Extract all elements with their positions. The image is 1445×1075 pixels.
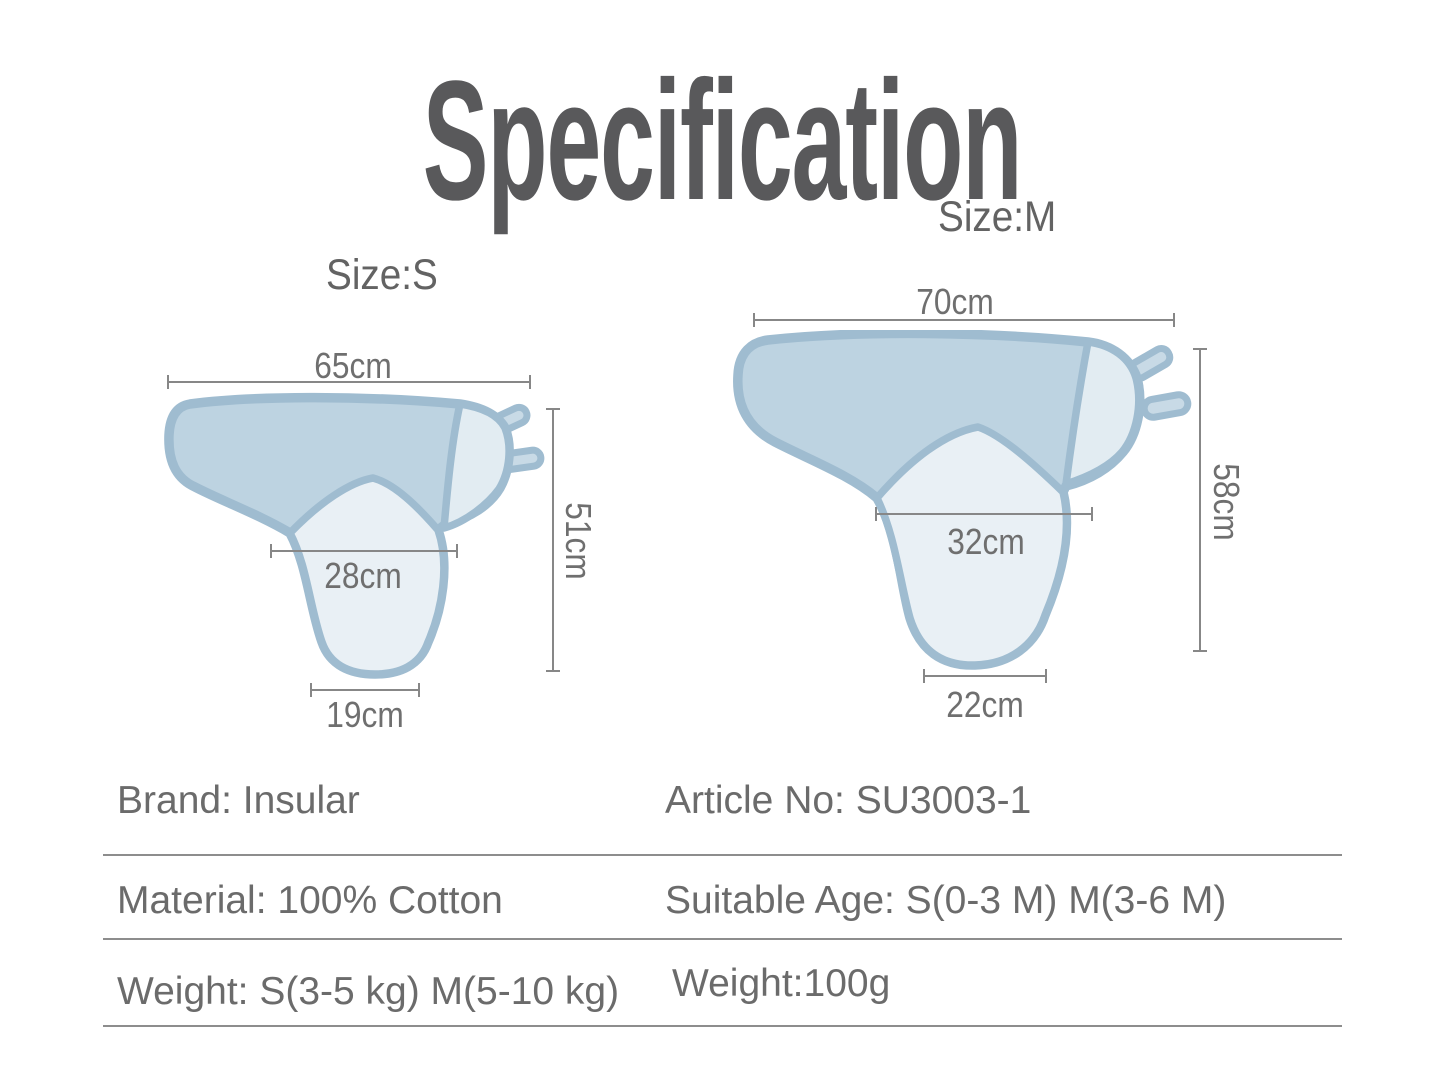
size-s-height-value: 51cm (558, 502, 599, 580)
spec-brand: Brand: Insular (117, 779, 360, 822)
size-s-swaddle-illustration (164, 392, 545, 679)
tick (753, 313, 755, 327)
size-s-hip-value: 28cm (324, 555, 402, 596)
spec-article-no: Article No: SU3003-1 (665, 779, 1032, 822)
tick (1173, 313, 1175, 327)
tick (923, 669, 925, 683)
tick (529, 375, 531, 389)
divider (103, 854, 1342, 856)
spec-weight-range: Weight: S(3-5 kg) M(5-10 kg) (117, 970, 620, 1013)
size-m-bottom-value: 22cm (946, 684, 1024, 725)
tick (1193, 348, 1207, 350)
size-s-bottom-value: 19cm (326, 694, 404, 735)
spec-suitable-age: Suitable Age: S(0-3 M) M(3-6 M) (665, 879, 1227, 922)
size-m-label: Size:M (938, 193, 1057, 241)
page-title-text: Specification (423, 46, 1023, 236)
divider (103, 938, 1342, 940)
size-s-hip-line (270, 544, 458, 558)
size-s-label: Size:S (326, 251, 438, 299)
tick (167, 375, 169, 389)
spec-material: Material: 100% Cotton (117, 879, 503, 922)
tick (875, 507, 877, 521)
tick (1193, 650, 1207, 652)
size-m-hip-line (875, 507, 1093, 521)
size-s-width-line (167, 375, 531, 389)
size-m-pod (1062, 338, 1143, 488)
size-s-bottom-line (310, 683, 420, 697)
tick (418, 683, 420, 697)
size-m-hip-value: 32cm (947, 521, 1025, 562)
page-title: Specification (0, 56, 1445, 226)
tick (1091, 507, 1093, 521)
size-m-height-line (1193, 348, 1207, 652)
tick (270, 544, 272, 558)
size-m-swaddle-illustration (733, 330, 1192, 670)
size-m-width-value: 70cm (916, 281, 994, 322)
size-s-height-line (546, 408, 560, 672)
size-m-pouch (873, 423, 1071, 669)
spec-item-weight: Weight:100g (672, 962, 891, 1005)
size-m-tab-bottom (1140, 391, 1192, 421)
size-s-pod (440, 400, 513, 532)
size-m-width-line (753, 313, 1175, 327)
size-m-height-value: 58cm (1206, 463, 1247, 541)
size-s-pouch (286, 474, 448, 678)
tick (456, 544, 458, 558)
size-m-bottom-line (923, 669, 1047, 683)
divider (103, 1025, 1342, 1027)
tick (1045, 669, 1047, 683)
size-s-width-value: 65cm (314, 345, 392, 386)
tick (310, 683, 312, 697)
tick (546, 670, 560, 672)
tick (546, 408, 560, 410)
